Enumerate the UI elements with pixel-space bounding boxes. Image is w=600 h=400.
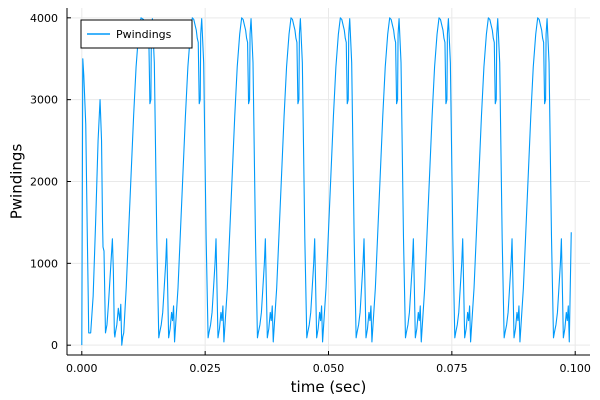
series-layer xyxy=(81,17,572,346)
legend: Pwindings xyxy=(80,19,193,49)
x-tick-label-4: 0.100 xyxy=(559,362,591,375)
x-tick-label-2: 0.050 xyxy=(313,362,345,375)
y-axis-label: Pwindings xyxy=(8,144,26,220)
x-tick-label-3: 0.075 xyxy=(436,362,468,375)
x-axis-label: time (sec) xyxy=(291,378,367,396)
y-tick-label-4: 4000 xyxy=(30,12,58,25)
y-tick-label-1: 1000 xyxy=(30,257,58,270)
y-tick-label-2: 2000 xyxy=(30,176,58,189)
series-line-0 xyxy=(81,17,572,346)
y-tick-label-0: 0 xyxy=(51,339,58,352)
tick-labels: 0.000 0.025 0.050 0.075 0.100 0 1000 2000 3000 40… xyxy=(30,12,591,375)
x-tick-label-0: 0.000 xyxy=(66,362,98,375)
grid xyxy=(67,8,590,355)
legend-entry-pwindings: Pwindings xyxy=(116,28,172,41)
y-tick-label-3: 3000 xyxy=(30,94,58,107)
x-tick-label-1: 0.025 xyxy=(189,362,221,375)
